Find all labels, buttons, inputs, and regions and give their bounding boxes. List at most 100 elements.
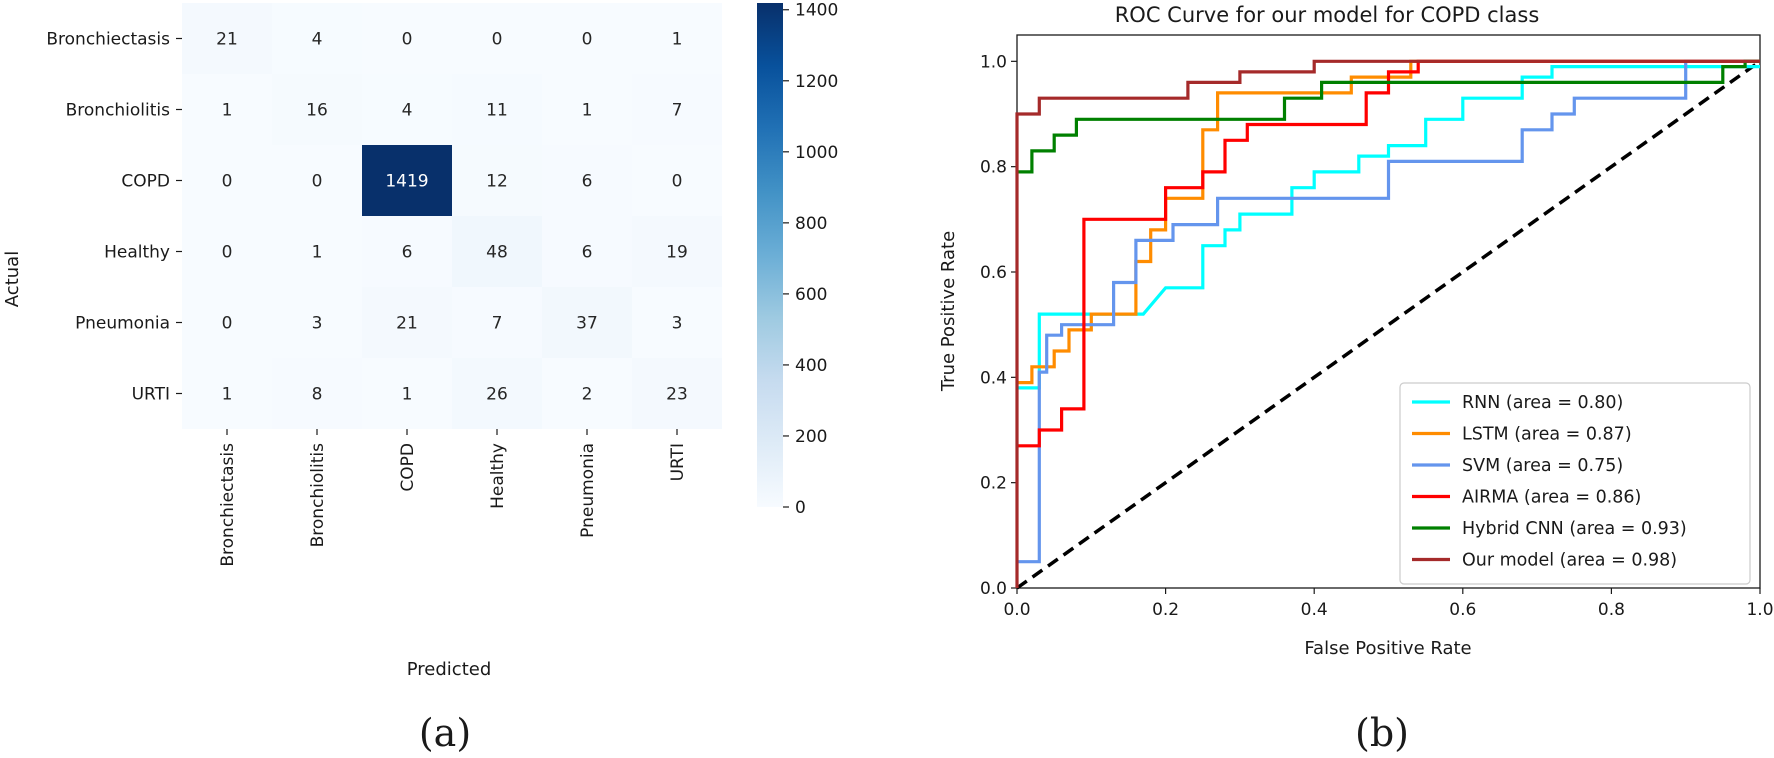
roc-x-tick-label: 0.4 (1301, 600, 1328, 620)
heatmap-cell-value: 0 (492, 30, 503, 50)
heatmap-cell (272, 3, 362, 74)
heatmap-cell-value: 0 (402, 30, 413, 50)
heatmap-cell-value: 4 (402, 101, 413, 121)
heatmap-x-tick-label: Bronchiectasis (218, 443, 238, 567)
heatmap-cell-value: 26 (486, 385, 508, 405)
heatmap-cell-value: 7 (492, 314, 503, 334)
heatmap-cell-value: 11 (486, 101, 508, 121)
panel-label-b: (b) (1355, 711, 1409, 755)
roc-y-tick-label: 1.0 (980, 52, 1007, 72)
roc-y-ticks: 0.0 0.2 0.4 0.6 0.8 1.0 (980, 52, 1017, 599)
heatmap-cell-value: 6 (402, 243, 413, 263)
heatmap-x-tick-label: Pneumonia (578, 443, 598, 538)
heatmap-cell (272, 287, 362, 358)
heatmap-y-tick-label: COPD (121, 172, 170, 192)
heatmap-cell-value: 1 (582, 101, 593, 121)
heatmap-cell (542, 358, 632, 429)
colorbar-tick-label: 400 (795, 356, 827, 376)
roc-x-tick-label: 0.8 (1598, 600, 1625, 620)
heatmap-cell-value: 1 (222, 385, 233, 405)
heatmap-y-tick-labels: Bronchiectasis Bronchiolitis COPD Healthy Pn… (46, 30, 182, 405)
roc-legend-entry: Hybrid CNN (area = 0.93) (1462, 519, 1687, 539)
heatmap-cell-value: 7 (672, 101, 683, 121)
roc-x-ticks: 0.0 0.2 0.4 0.6 0.8 1.0 (1003, 588, 1774, 620)
heatmap-cell (182, 216, 272, 287)
heatmap-y-tick-label: Healthy (104, 243, 170, 263)
heatmap-cell (542, 3, 632, 74)
heatmap-cell (182, 3, 272, 74)
heatmap-x-tick-label: Bronchiolitis (308, 443, 328, 548)
heatmap-cell (452, 216, 542, 287)
roc-legend: RNN (area = 0.80) LSTM (area = 0.87) SVM (… (1399, 382, 1751, 585)
heatmap-cell-value: 1419 (385, 172, 428, 192)
heatmap-cell-value: 21 (216, 30, 238, 50)
roc-legend-entry: LSTM (area = 0.87) (1462, 425, 1632, 445)
heatmap-cell-value: 1 (312, 243, 323, 263)
heatmap-cell-value: 6 (582, 243, 593, 263)
colorbar-tick-label: 200 (795, 427, 827, 447)
heatmap-cells: 21 4 0 0 0 11 16 4 11 1 70 0 1419 12 6 00 1 6 48 6 190 3 21 7 37… (182, 3, 722, 429)
roc-series-lines (1015, 59, 1762, 590)
heatmap-cell (452, 74, 542, 145)
colorbar-tick-label: 1000 (795, 143, 838, 163)
heatmap-cell-value: 8 (312, 385, 323, 405)
heatmap-cell-value: 2 (582, 385, 593, 405)
heatmap-y-tick-label: Pneumonia (75, 314, 170, 334)
heatmap-cell (632, 145, 722, 216)
colorbar-tick-label: 0 (795, 498, 806, 518)
roc-x-axis-label: False Positive Rate (1304, 638, 1471, 659)
heatmap-cell (542, 216, 632, 287)
heatmap-x-tick-label: URTI (668, 443, 688, 481)
roc-series-line (1017, 59, 1760, 174)
heatmap-cell (182, 74, 272, 145)
roc-x-tick-label: 0.2 (1152, 600, 1179, 620)
heatmap-x-tick-labels: Bronchiectasis Bronchiolitis COPD Healthy Pn… (218, 429, 688, 567)
colorbar-tick-label: 800 (795, 214, 827, 234)
confusion-matrix-panel: 21 4 0 0 0 11 16 4 11 1 70 0 1419 12 6 00 1 6 48 6 190 3 21 7 37… (2, 1, 838, 755)
heatmap-cell (362, 216, 452, 287)
heatmap-cell (182, 287, 272, 358)
heatmap-x-tick-label: Healthy (488, 443, 508, 509)
heatmap-cell (362, 145, 452, 216)
heatmap-y-axis-label: Actual (2, 251, 23, 307)
heatmap-y-tick-label: Bronchiectasis (46, 30, 170, 50)
heatmap-cell (632, 3, 722, 74)
roc-y-tick-label: 0.0 (980, 579, 1007, 599)
heatmap-cell-value: 0 (312, 172, 323, 192)
roc-x-tick-label: 0.0 (1003, 600, 1030, 620)
colorbar-tick-label: 1200 (795, 72, 838, 92)
roc-series-line (1015, 59, 1760, 588)
heatmap-cell-value: 21 (396, 314, 418, 334)
roc-x-tick-label: 1.0 (1746, 600, 1773, 620)
heatmap-cell-value: 1 (402, 385, 413, 405)
heatmap-y-tick-label: Bronchiolitis (66, 101, 171, 121)
heatmap-cell-value: 0 (672, 172, 683, 192)
heatmap-cell-value: 0 (222, 314, 233, 334)
heatmap-cell (362, 74, 452, 145)
heatmap-cell (272, 145, 362, 216)
heatmap-y-tick-label: URTI (132, 385, 170, 405)
roc-series-line (1017, 64, 1760, 390)
heatmap-cell (542, 287, 632, 358)
roc-chart-title: ROC Curve for our model for COPD class (1115, 3, 1540, 27)
colorbar (757, 3, 783, 507)
heatmap-cell-value: 1 (222, 101, 233, 121)
roc-series-line (1017, 59, 1760, 564)
roc-legend-entry: AIRMA (area = 0.86) (1462, 488, 1641, 508)
heatmap-cell (452, 3, 542, 74)
heatmap-cell (272, 74, 362, 145)
roc-x-tick-label: 0.6 (1449, 600, 1476, 620)
roc-y-tick-label: 0.2 (980, 474, 1007, 494)
roc-series-line (1017, 59, 1760, 385)
roc-legend-box (1399, 382, 1751, 585)
heatmap-cell (452, 145, 542, 216)
heatmap-cell (182, 145, 272, 216)
heatmap-cell-value: 12 (486, 172, 508, 192)
heatmap-cell (542, 145, 632, 216)
roc-y-tick-label: 0.4 (980, 368, 1007, 388)
roc-y-tick-label: 0.6 (980, 263, 1007, 283)
heatmap-cell (272, 358, 362, 429)
heatmap-cell (182, 358, 272, 429)
heatmap-cell (362, 3, 452, 74)
